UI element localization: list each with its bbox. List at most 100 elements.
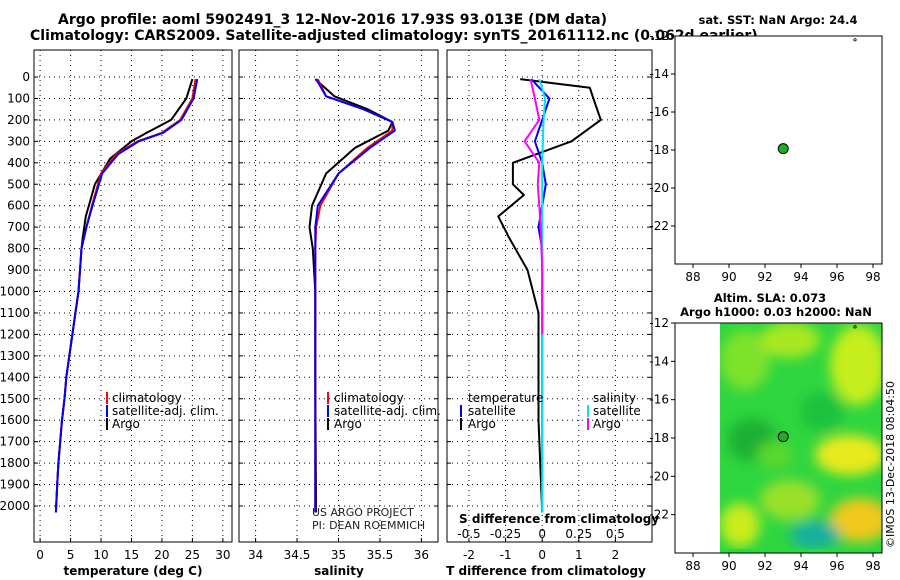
depth-tick-label: 1700 xyxy=(0,435,30,449)
sst-title: sat. SST: NaN Argo: 24.4 xyxy=(698,13,857,27)
legend-temp-satellite-label: satellite xyxy=(468,404,516,418)
x-tick-label: 30 xyxy=(215,548,230,562)
series-salinity-satellite xyxy=(538,78,547,513)
s-diff-tick-label: 0.5 xyxy=(606,527,625,541)
x-tick-label: 25 xyxy=(185,548,200,562)
depth-tick-label: 1800 xyxy=(0,456,30,470)
x-tick-label: -2 xyxy=(463,548,475,562)
lon-tick-label: 94 xyxy=(793,559,808,573)
legend-satellite-label: satellite-adj. clim. xyxy=(334,404,441,418)
series-temperature-argo xyxy=(497,78,602,513)
depth-tick-label: 900 xyxy=(7,263,30,277)
s-diff-tick-label: -0.5 xyxy=(457,527,480,541)
lon-tick-label: 88 xyxy=(685,559,700,573)
x-tick-label: 1 xyxy=(575,548,583,562)
depth-tick-label: 100 xyxy=(7,91,30,105)
legend-climatology-label: climatology xyxy=(334,391,404,405)
legend-temperature-heading: temperature xyxy=(468,391,543,405)
lon-tick-label: 96 xyxy=(829,270,844,284)
lon-tick-label: 96 xyxy=(829,559,844,573)
depth-tick-label: 400 xyxy=(7,156,30,170)
lon-tick-label: 94 xyxy=(793,270,808,284)
legend-climatology-label: climatology xyxy=(112,391,182,405)
salinity-legend: climatology satellite-adj. clim. Argo xyxy=(327,391,441,431)
depth-tick-label: 700 xyxy=(7,220,30,234)
series-salinity-argo xyxy=(523,78,544,335)
lat-tick-label: -12 xyxy=(649,29,669,43)
lat-tick-label: -14 xyxy=(649,67,669,81)
lat-tick-label: -18 xyxy=(649,431,669,445)
lat-tick-label: -18 xyxy=(649,143,669,157)
x-tick-label: 34 xyxy=(248,548,263,562)
lon-tick-label: 98 xyxy=(865,270,880,284)
salinity-xlabel: salinity xyxy=(314,564,364,578)
x-tick-label: 35.5 xyxy=(367,548,394,562)
lat-tick-label: -22 xyxy=(649,219,669,233)
depth-tick-label: 500 xyxy=(7,177,30,191)
s-diff-tick-label: 0 xyxy=(538,527,546,541)
map-dot xyxy=(853,325,857,329)
sla-heatmap xyxy=(720,323,882,553)
x-tick-label: 0 xyxy=(36,548,44,562)
pi-line-1: US ARGO PROJECT xyxy=(312,506,414,519)
legend-sal-satellite-label: satellite xyxy=(593,404,641,418)
s-diff-tick-label: 0.25 xyxy=(565,527,592,541)
depth-tick-label: 2000 xyxy=(0,499,30,513)
temperature-xlabel: temperature (deg C) xyxy=(64,564,203,578)
x-tick-label: -1 xyxy=(500,548,512,562)
temperature-panel xyxy=(33,49,233,543)
title-line-2: Climatology: CARS2009. Satellite-adjuste… xyxy=(30,28,758,44)
legend-temp-argo-label: Argo xyxy=(468,417,496,431)
depth-tick-label: 1100 xyxy=(0,306,30,320)
series-satellite-adj-clim- xyxy=(54,78,199,513)
title-line-1: Argo profile: aoml 5902491_3 12-Nov-2016… xyxy=(58,12,607,28)
x-tick-label: 15 xyxy=(124,548,139,562)
depth-tick-label: 1000 xyxy=(0,285,30,299)
lon-tick-label: 92 xyxy=(757,559,772,573)
x-tick-label: 2 xyxy=(612,548,620,562)
temperature-legend: climatology satellite-adj. clim. Argo xyxy=(106,391,219,431)
lon-tick-label: 90 xyxy=(721,270,736,284)
lat-tick-label: -16 xyxy=(649,105,669,119)
s-difference-label: S difference from climatology xyxy=(459,512,659,526)
lon-tick-label: 88 xyxy=(685,270,700,284)
depth-tick-label: 800 xyxy=(7,242,30,256)
depth-tick-label: 1600 xyxy=(0,413,30,427)
depth-tick-label: 600 xyxy=(7,199,30,213)
difference-xlabel: T difference from climatology xyxy=(446,564,646,578)
lat-tick-label: -20 xyxy=(649,181,669,195)
lat-tick-label: -16 xyxy=(649,393,669,407)
depth-tick-label: 1500 xyxy=(0,392,30,406)
x-tick-label: 34.5 xyxy=(284,548,311,562)
depth-tick-label: 1400 xyxy=(0,370,30,384)
x-tick-label: 0 xyxy=(538,548,546,562)
x-tick-label: 20 xyxy=(154,548,169,562)
legend-satellite-label: satellite-adj. clim. xyxy=(112,404,219,418)
watermark: ©IMOS 13-Dec-2018 08:04:50 xyxy=(884,381,897,548)
lon-tick-label: 90 xyxy=(721,559,736,573)
legend-salinity-heading: salinity xyxy=(593,391,636,405)
difference-legend: temperature satellite Argo salinity sate… xyxy=(460,391,641,431)
x-tick-label: 5 xyxy=(67,548,75,562)
legend-argo-label: Argo xyxy=(334,417,362,431)
depth-tick-label: 1900 xyxy=(0,478,30,492)
pi-line-2: PI: DEAN ROEMMICH xyxy=(312,519,425,532)
x-tick-label: 35 xyxy=(331,548,346,562)
x-tick-label: 10 xyxy=(93,548,108,562)
depth-tick-label: 1300 xyxy=(0,349,30,363)
legend-sal-argo-label: Argo xyxy=(593,417,621,431)
series-satellite-adj-clim- xyxy=(314,78,396,513)
x-tick-label: 36 xyxy=(414,548,429,562)
lat-tick-label: -22 xyxy=(649,508,669,522)
sla-title-2: Argo h1000: 0.03 h2000: NaN xyxy=(680,305,872,319)
lat-tick-label: -14 xyxy=(649,354,669,368)
depth-tick-label: 1200 xyxy=(0,327,30,341)
legend-argo-label: Argo xyxy=(112,417,140,431)
map-dot xyxy=(853,38,857,42)
argo-position-marker xyxy=(777,431,789,443)
lat-tick-label: -12 xyxy=(649,316,669,330)
difference-panel xyxy=(446,49,653,543)
depth-tick-label: 200 xyxy=(7,113,30,127)
lon-tick-label: 92 xyxy=(757,270,772,284)
